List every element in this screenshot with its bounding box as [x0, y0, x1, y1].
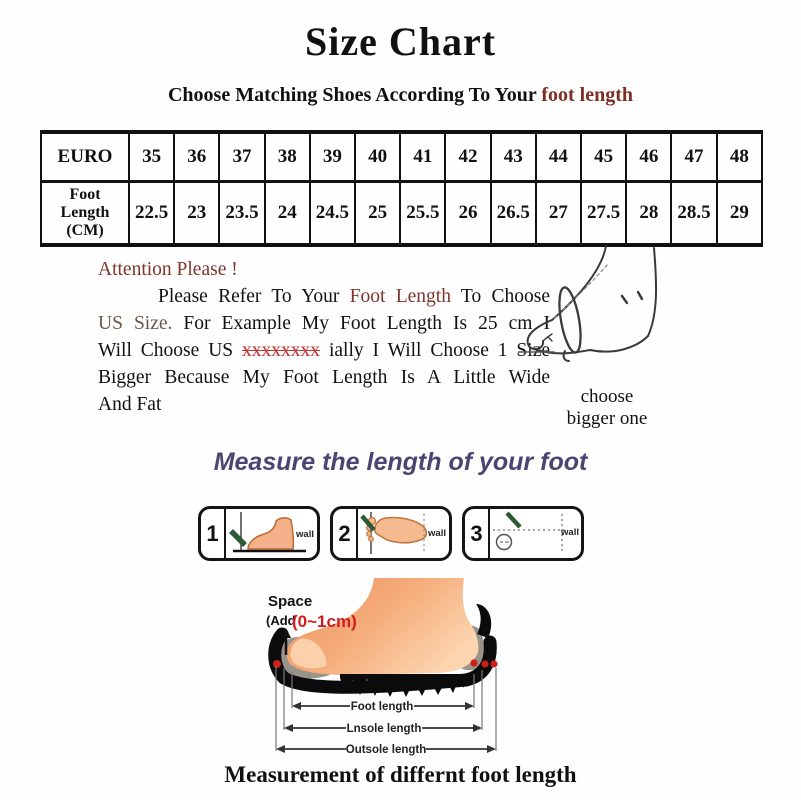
attention-line: And Fat — [98, 394, 162, 415]
size-table-cell: 29 — [715, 180, 764, 247]
subtitle: Choose Matching Shoes According To Your … — [0, 84, 801, 107]
size-table-cell: 42 — [444, 130, 492, 183]
size-table-cell: 36 — [173, 130, 221, 183]
size-table-cell: 24.5 — [308, 180, 357, 247]
subtitle-highlight: foot length — [541, 84, 634, 106]
attention-line: Will Choose US xxxxxxxx ially I Will Cho… — [98, 337, 550, 364]
step3-mark-length-icon: wall — [493, 511, 579, 551]
attention-text: To Choose — [450, 286, 550, 307]
attention-line: US Size. For Example My Foot Length Is 2… — [98, 310, 550, 337]
measure-heading: Measure the length of your foot — [213, 448, 588, 476]
attention-redacted-x: xxxxxxxx — [242, 340, 321, 361]
size-table-row-header: Foot Length (CM) — [40, 180, 130, 247]
size-table-cell: 25.5 — [399, 180, 447, 247]
step-number: 2 — [333, 509, 358, 558]
size-table-cell: 23 — [173, 180, 221, 247]
step-number: 1 — [201, 509, 226, 558]
attention-foot-length: Foot Length — [349, 286, 451, 307]
step-illustration: wall — [490, 509, 581, 558]
sketch-caption-line: choose — [580, 386, 634, 407]
size-table-cell: 26.5 — [489, 180, 537, 247]
size-table-cell: 37 — [218, 130, 266, 183]
size-table-cell: 27 — [534, 180, 583, 247]
size-table-cell: 48 — [715, 130, 764, 183]
attention-text: Will Choose US — [98, 340, 243, 361]
measurement-diagram: Space (Add (0~1cm) Foot length Lnsole le… — [266, 578, 498, 756]
bottom-caption: Measurement of differnt foot length — [224, 762, 577, 787]
size-table-cell: 28.5 — [670, 180, 718, 247]
attention-heading: Attention Please ! — [98, 259, 238, 280]
step-illustration: wall — [226, 509, 317, 558]
measure-step-panel-2: 2 wall — [330, 506, 452, 561]
attention-note: Attention Please ! Please Refer To Your … — [98, 256, 550, 418]
sole-tread-shape — [340, 674, 464, 697]
measure-steps: 1 wall 2 — [198, 506, 584, 561]
attention-us-size: US Size. — [98, 313, 173, 334]
attention-line: Bigger Because My Foot Length Is A Littl… — [98, 367, 550, 388]
size-table-cell: 45 — [580, 130, 628, 183]
size-table-cell: 43 — [489, 130, 537, 183]
size-table-row: EURO 35 36 37 38 39 40 41 42 43 44 45 46 47 48 — [40, 130, 764, 183]
size-table-cell: 27.5 — [580, 180, 628, 247]
size-table-cell: 46 — [625, 130, 673, 183]
size-table-cell: 40 — [354, 130, 402, 183]
sketch-caption-line: bigger one — [566, 408, 648, 429]
size-table-cell: 24 — [263, 180, 311, 247]
attention-text: ially I Will Choose 1 Size — [320, 340, 551, 361]
size-table-cell: 26 — [444, 180, 492, 247]
space-label: Space — [268, 593, 312, 610]
size-table-cell: 44 — [534, 130, 583, 183]
size-table-cell: 47 — [670, 130, 718, 183]
attention-text: Please Refer To Your — [158, 286, 350, 307]
wall-label: wall — [560, 527, 579, 538]
range-label: (0~1cm) — [292, 612, 357, 631]
size-table-cell: 23.5 — [218, 180, 266, 247]
up-arrow-icon — [281, 628, 291, 638]
attention-line: Please Refer To Your Foot Length To Choo… — [98, 283, 550, 310]
outsole-length-label: Outsole length — [346, 744, 427, 756]
size-table-cell: 35 — [127, 130, 176, 183]
foot-length-label: Foot length — [351, 701, 414, 713]
sketch-caption: choose bigger one — [538, 386, 676, 430]
size-table-cell: 25 — [354, 180, 402, 247]
foot-sketch-illustration — [518, 245, 658, 362]
subtitle-text: Choose Matching Shoes According To Your — [167, 84, 542, 106]
size-table-cell: 22.5 — [127, 180, 176, 247]
add-label: (Add — [266, 613, 296, 628]
insole-length-label: Lnsole length — [347, 723, 422, 735]
size-table-cell: 38 — [263, 130, 311, 183]
size-table-row-header: EURO — [40, 130, 130, 183]
foot-shape — [286, 578, 479, 675]
page-title: Size Chart — [304, 19, 497, 64]
size-table: EURO 35 36 37 38 39 40 41 42 43 44 45 46 47 48 Foot Len… — [40, 130, 764, 247]
step2-foot-sole-icon: wall — [360, 512, 446, 554]
size-table-row: Foot Length (CM) 22.5 23 23.5 24 24.5 25 25.5 26… — [40, 180, 764, 247]
wall-label: wall — [295, 529, 314, 540]
measure-step-panel-3: 3 wall — [462, 506, 584, 561]
step-number: 3 — [465, 509, 490, 558]
size-table-cell: 39 — [308, 130, 357, 183]
measure-step-panel-1: 1 wall — [198, 506, 320, 561]
step1-foot-against-wall-icon: wall — [229, 512, 314, 553]
size-table-cell: 41 — [399, 130, 447, 183]
attention-text: For Example My Foot Length Is 25 cm I — [172, 313, 550, 334]
step-illustration: wall — [358, 509, 449, 558]
size-table-cell: 28 — [625, 180, 673, 247]
wall-label: wall — [427, 528, 446, 539]
